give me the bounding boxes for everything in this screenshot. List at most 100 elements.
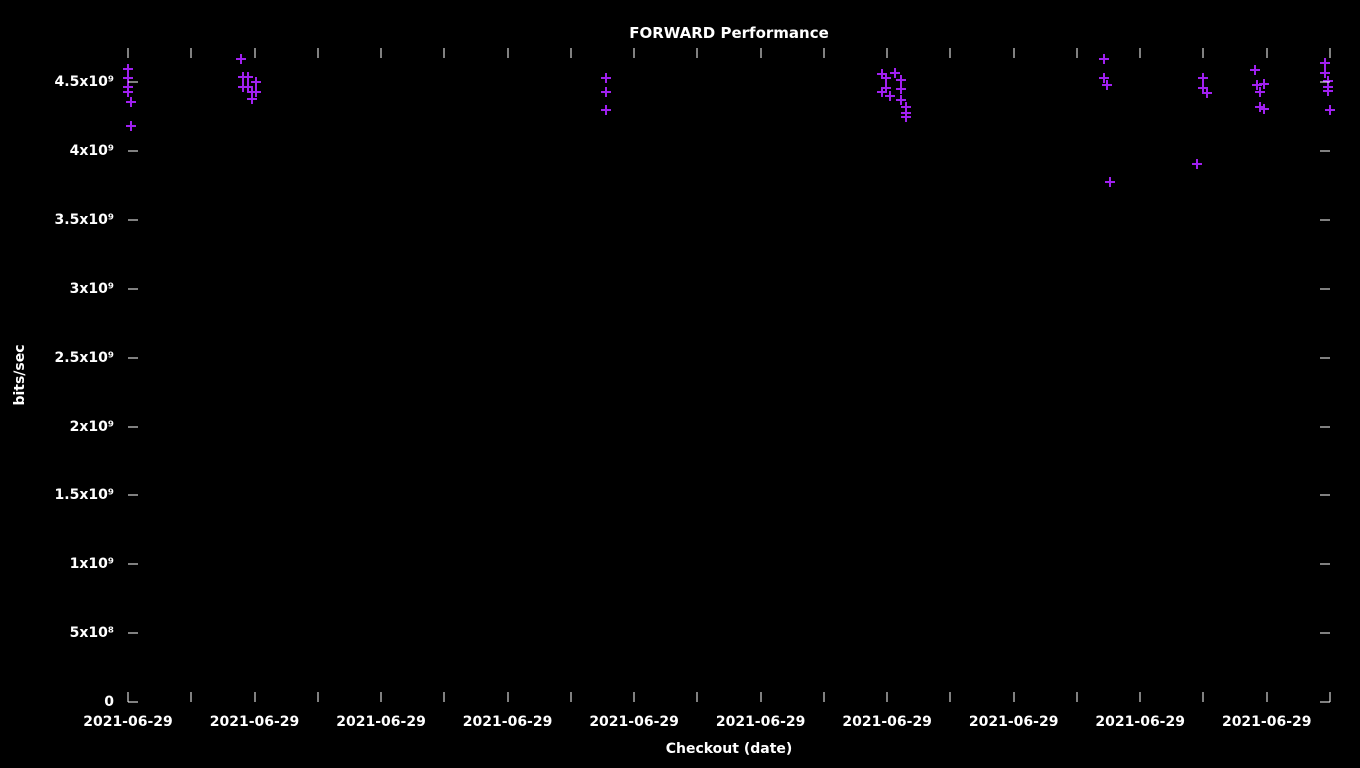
data-point bbox=[123, 87, 133, 97]
x-tick bbox=[1013, 48, 1014, 58]
data-point bbox=[243, 82, 253, 92]
x-tick bbox=[823, 692, 824, 702]
y-tick bbox=[1320, 495, 1330, 496]
y-tick bbox=[1320, 82, 1330, 83]
y-tick bbox=[128, 220, 138, 221]
y-tick bbox=[1320, 288, 1330, 289]
x-tick bbox=[444, 48, 445, 58]
data-point bbox=[126, 121, 136, 131]
y-tick-label: 4.5x10⁹ bbox=[55, 74, 114, 90]
x-tick-label: 2021-06-29 bbox=[336, 714, 426, 730]
y-tick bbox=[128, 633, 138, 634]
y-tick bbox=[1320, 564, 1330, 565]
data-point bbox=[896, 75, 906, 85]
x-tick bbox=[191, 48, 192, 58]
y-tick bbox=[128, 495, 138, 496]
x-tick bbox=[128, 48, 129, 58]
y-tick bbox=[1320, 426, 1330, 427]
y-tick-label: 1.5x10⁹ bbox=[55, 487, 114, 503]
x-tick-label: 2021-06-29 bbox=[1095, 714, 1185, 730]
y-tick-label: 2.5x10⁹ bbox=[55, 350, 114, 366]
x-tick bbox=[381, 692, 382, 702]
data-point bbox=[247, 87, 257, 97]
x-tick bbox=[254, 692, 255, 702]
data-point bbox=[1099, 54, 1109, 64]
x-tick bbox=[634, 48, 635, 58]
data-point bbox=[877, 87, 887, 97]
data-point bbox=[251, 77, 261, 87]
data-point bbox=[1255, 87, 1265, 97]
data-point bbox=[247, 94, 257, 104]
x-tick bbox=[128, 692, 129, 702]
x-tick bbox=[507, 692, 508, 702]
data-point bbox=[1320, 68, 1330, 78]
data-point bbox=[1105, 177, 1115, 187]
data-point bbox=[126, 97, 136, 107]
x-tick bbox=[507, 48, 508, 58]
data-point bbox=[243, 72, 253, 82]
x-tick bbox=[634, 692, 635, 702]
y-tick bbox=[128, 426, 138, 427]
data-point bbox=[885, 91, 895, 101]
data-point bbox=[123, 64, 133, 74]
x-tick bbox=[950, 48, 951, 58]
x-tick-label: 2021-06-29 bbox=[969, 714, 1059, 730]
x-tick bbox=[823, 48, 824, 58]
y-axis-label: bits/sec bbox=[12, 344, 28, 405]
x-tick bbox=[697, 692, 698, 702]
data-point bbox=[1255, 102, 1265, 112]
x-tick bbox=[697, 48, 698, 58]
y-tick-label: 1x10⁹ bbox=[70, 556, 114, 572]
x-tick bbox=[760, 692, 761, 702]
data-point bbox=[601, 87, 611, 97]
x-axis-label: Checkout (date) bbox=[666, 741, 793, 757]
x-tick bbox=[760, 48, 761, 58]
data-point bbox=[1250, 65, 1260, 75]
x-tick bbox=[887, 48, 888, 58]
x-tick bbox=[1076, 48, 1077, 58]
data-point bbox=[1192, 159, 1202, 169]
x-tick-label: 2021-06-29 bbox=[716, 714, 806, 730]
x-tick bbox=[317, 692, 318, 702]
x-tick-label: 2021-06-29 bbox=[842, 714, 932, 730]
x-tick bbox=[317, 48, 318, 58]
x-tick bbox=[1203, 692, 1204, 702]
x-tick-label: 2021-06-29 bbox=[589, 714, 679, 730]
y-tick bbox=[128, 151, 138, 152]
data-point bbox=[601, 105, 611, 115]
y-tick-label: 3x10⁹ bbox=[70, 281, 114, 297]
x-tick bbox=[950, 692, 951, 702]
data-point bbox=[1320, 58, 1330, 68]
data-point bbox=[1323, 82, 1333, 92]
data-point bbox=[881, 73, 891, 83]
data-point bbox=[901, 112, 911, 122]
y-tick bbox=[128, 564, 138, 565]
y-tick bbox=[1320, 357, 1330, 358]
data-point bbox=[601, 73, 611, 83]
chart-container: FORWARD Performance bits/sec Checkout (d… bbox=[0, 0, 1360, 768]
data-point bbox=[1259, 79, 1269, 89]
x-tick bbox=[887, 692, 888, 702]
x-tick bbox=[570, 48, 571, 58]
y-tick-label: 3.5x10⁹ bbox=[55, 212, 114, 228]
data-point bbox=[123, 82, 133, 92]
y-tick bbox=[1320, 151, 1330, 152]
data-point bbox=[877, 69, 887, 79]
x-tick bbox=[381, 48, 382, 58]
data-point bbox=[238, 72, 248, 82]
data-point bbox=[1102, 80, 1112, 90]
data-point bbox=[896, 95, 906, 105]
data-point bbox=[901, 108, 911, 118]
x-tick-label: 2021-06-29 bbox=[1222, 714, 1312, 730]
x-tick bbox=[1330, 692, 1331, 702]
data-point bbox=[1202, 88, 1212, 98]
data-point bbox=[1099, 73, 1109, 83]
x-tick bbox=[1203, 48, 1204, 58]
x-tick-label: 2021-06-29 bbox=[83, 714, 173, 730]
y-tick-label: 0 bbox=[104, 694, 114, 710]
y-tick-label: 2x10⁹ bbox=[70, 419, 114, 435]
y-tick-label: 4x10⁹ bbox=[70, 143, 114, 159]
data-point bbox=[1198, 73, 1208, 83]
x-tick bbox=[570, 692, 571, 702]
data-point bbox=[896, 84, 906, 94]
